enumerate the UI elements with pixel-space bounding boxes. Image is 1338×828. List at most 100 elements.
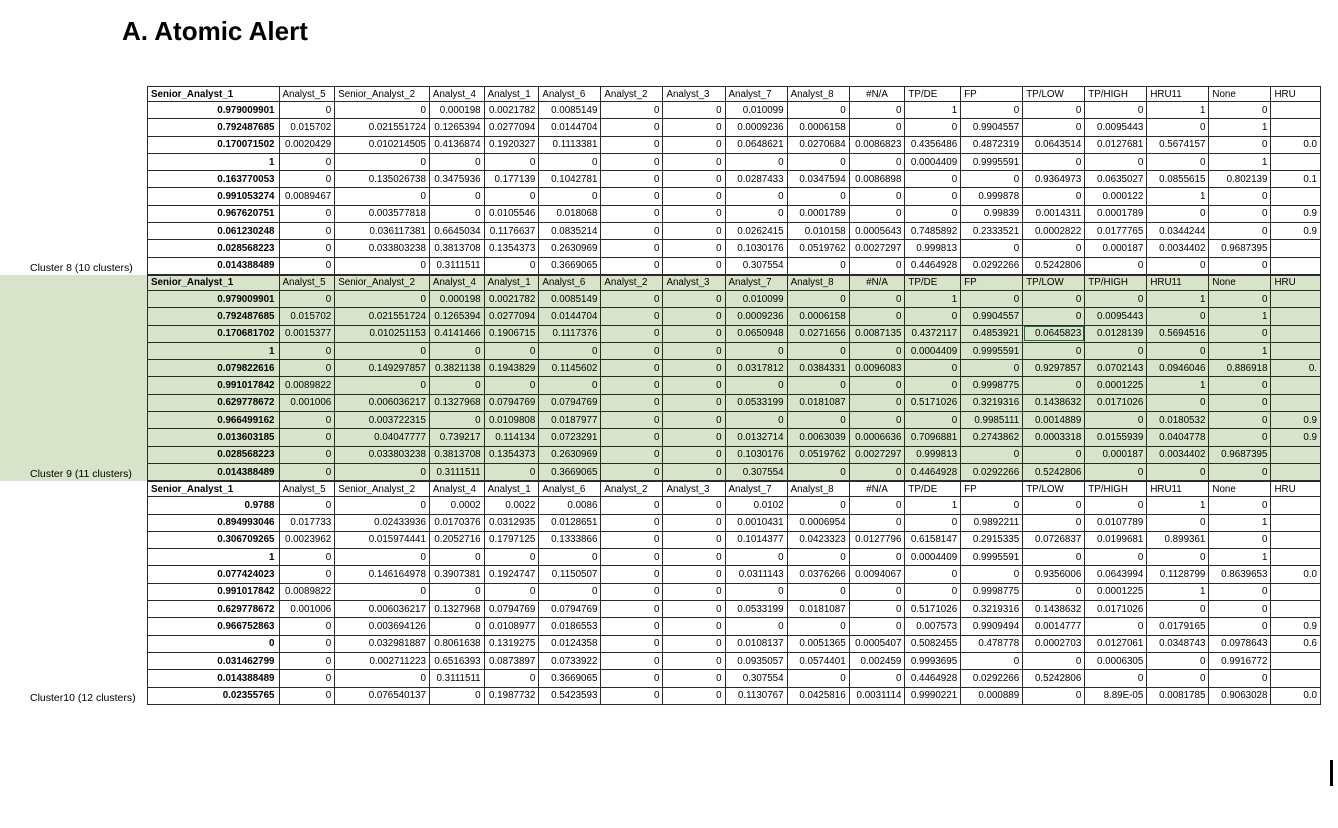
table-cell[interactable]: 1 [1146, 100, 1210, 120]
table-cell[interactable]: 0.0292266 [960, 462, 1024, 482]
table-cell[interactable]: 0.0006954 [786, 513, 850, 532]
table-cell[interactable]: 0 [1208, 530, 1272, 550]
table-cell[interactable]: 0.0081785 [1146, 686, 1210, 705]
table-cell[interactable]: 0.2630969 [538, 445, 602, 464]
table-cell[interactable]: 0.1128799 [1146, 565, 1210, 584]
table-cell[interactable]: 0 [662, 582, 726, 602]
table-cell[interactable]: 0.0034402 [1146, 239, 1210, 258]
table-cell[interactable]: 0 [662, 600, 726, 619]
table-cell[interactable]: 0 [600, 187, 664, 206]
table-cell[interactable]: 0 [848, 256, 906, 275]
table-cell[interactable]: 0 [662, 289, 726, 309]
table-cell[interactable]: 0.014388489 [147, 462, 280, 482]
table-cell[interactable]: 0 [600, 393, 664, 413]
table-cell[interactable]: 0 [1208, 669, 1272, 688]
table-cell[interactable]: 0 [428, 376, 485, 395]
table-cell[interactable]: 0.0 [1270, 135, 1321, 154]
table-cell[interactable]: 0.000198 [428, 289, 485, 309]
table-cell[interactable]: 0 [278, 100, 336, 120]
table-cell[interactable]: 0 [600, 565, 664, 584]
table-cell[interactable]: 0 [1146, 341, 1210, 361]
table-cell[interactable]: 0 [1022, 651, 1086, 671]
table-cell[interactable]: 0.1150507 [538, 565, 602, 584]
table-cell[interactable]: 0.021551724 [334, 118, 430, 137]
table-cell[interactable]: 0.0155939 [1084, 428, 1148, 447]
table-cell[interactable]: 0.0533199 [724, 393, 788, 413]
column-header[interactable]: HRU [1270, 481, 1321, 498]
column-header[interactable]: TP/HIGH [1084, 86, 1148, 102]
table-cell[interactable]: 0.014388489 [147, 669, 280, 688]
table-cell[interactable]: 0 [334, 669, 430, 688]
table-cell[interactable]: 0 [538, 341, 602, 361]
table-cell[interactable]: 0.3111511 [428, 256, 485, 275]
table-cell[interactable] [1270, 152, 1321, 172]
table-cell[interactable]: 0.0105546 [483, 204, 540, 224]
table-cell[interactable]: 0.0170376 [428, 513, 485, 532]
table-cell[interactable]: 0 [724, 548, 788, 567]
column-header[interactable]: HRU [1270, 86, 1321, 102]
table-cell[interactable]: 0.5171026 [904, 393, 962, 413]
table-cell[interactable]: 0.001006 [278, 600, 336, 619]
table-cell[interactable]: 0 [278, 462, 336, 482]
table-cell[interactable]: 0.036117381 [334, 222, 430, 241]
table-cell[interactable] [1270, 462, 1321, 482]
table-cell[interactable]: 0.0533199 [724, 600, 788, 619]
table-cell[interactable]: 0 [662, 686, 726, 705]
table-cell[interactable]: 0.0181087 [786, 393, 850, 413]
table-cell[interactable]: 0.003722315 [334, 411, 430, 430]
table-cell[interactable]: 0.1113381 [538, 135, 602, 154]
table-cell[interactable]: 0.0089822 [278, 582, 336, 602]
table-cell[interactable]: 0 [600, 118, 664, 137]
table-cell[interactable]: 0 [786, 462, 850, 482]
table-cell[interactable]: 0.0015377 [278, 324, 336, 343]
table-cell[interactable]: 0.0144704 [538, 307, 602, 326]
table-cell[interactable]: 0.0794769 [538, 393, 602, 413]
table-cell[interactable]: 0 [483, 462, 540, 482]
column-header[interactable]: TP/DE [904, 86, 962, 102]
table-cell[interactable]: 0.1117376 [538, 324, 602, 343]
table-cell[interactable]: 0 [1146, 548, 1210, 567]
table-cell[interactable]: 0.3821138 [428, 359, 485, 378]
table-cell[interactable] [1270, 341, 1321, 361]
table-cell[interactable]: 0.0271656 [786, 324, 850, 343]
table-cell[interactable]: 0 [662, 462, 726, 482]
table-cell[interactable]: 0.006036217 [334, 393, 430, 413]
table-cell[interactable]: 0.0935057 [724, 651, 788, 671]
table-cell[interactable]: 0 [600, 634, 664, 653]
table-cell[interactable] [1270, 669, 1321, 688]
table-cell[interactable]: 0.7096881 [904, 428, 962, 447]
table-cell[interactable]: 0.9892211 [960, 513, 1024, 532]
table-cell[interactable] [1270, 100, 1321, 120]
table-cell[interactable]: 0.0199681 [1084, 530, 1148, 550]
table-cell[interactable]: 0.0027297 [848, 239, 906, 258]
table-cell[interactable]: 0 [786, 496, 850, 515]
table-cell[interactable]: 0 [724, 411, 788, 430]
table-cell[interactable]: 0.991053274 [147, 187, 280, 206]
table-cell[interactable]: 0 [1208, 324, 1272, 343]
table-cell[interactable]: 0 [848, 496, 906, 515]
table-cell[interactable]: 0.04047777 [334, 428, 430, 447]
table-cell[interactable]: 0.077424023 [147, 565, 280, 584]
table-cell[interactable]: 0 [904, 513, 962, 532]
table-cell[interactable]: 0.5674157 [1146, 135, 1210, 154]
table-cell[interactable]: 0 [960, 359, 1024, 378]
table-cell[interactable]: 0.9904557 [960, 118, 1024, 137]
table-cell[interactable]: 0.0312935 [483, 513, 540, 532]
table-cell[interactable]: 0.7485892 [904, 222, 962, 241]
table-cell[interactable]: 0.9356006 [1022, 565, 1086, 584]
table-cell[interactable] [1270, 256, 1321, 275]
table-cell[interactable]: 0 [1208, 617, 1272, 636]
column-header[interactable]: TP/LOW [1022, 481, 1086, 498]
table-cell[interactable]: 0 [600, 651, 664, 671]
table-cell[interactable]: 0 [538, 187, 602, 206]
table-cell[interactable]: 0.0124358 [538, 634, 602, 653]
table-cell[interactable]: 0.2630969 [538, 239, 602, 258]
table-cell[interactable]: 0.99839 [960, 204, 1024, 224]
column-header[interactable]: #N/A [848, 481, 906, 498]
table-cell[interactable]: 0 [278, 686, 336, 705]
table-cell[interactable]: 0.0006636 [848, 428, 906, 447]
table-cell[interactable]: 0.002711223 [334, 651, 430, 671]
table-cell[interactable]: 0 [1208, 222, 1272, 241]
table-cell[interactable]: 0.6158147 [904, 530, 962, 550]
table-cell[interactable]: 0.0009236 [724, 118, 788, 137]
